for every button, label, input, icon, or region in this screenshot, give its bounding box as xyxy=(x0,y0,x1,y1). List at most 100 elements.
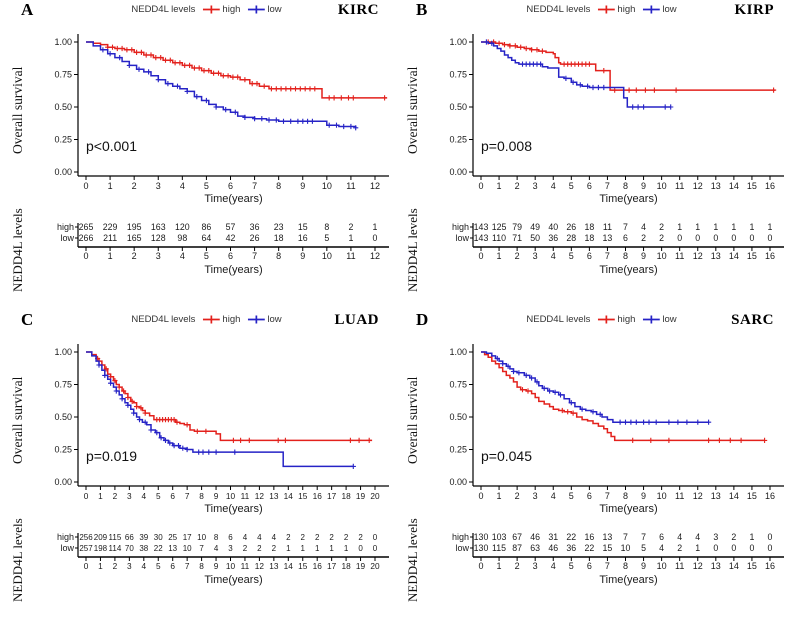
censor-mark-high xyxy=(201,68,207,74)
x-tick-label: 15 xyxy=(747,491,757,501)
censor-mark-high xyxy=(586,61,592,67)
x-tick-label: 2 xyxy=(113,491,118,501)
censor-mark-low xyxy=(242,114,248,120)
risk-count: 28 xyxy=(566,233,576,243)
risk-count: 1 xyxy=(768,222,773,232)
risk-count: 87 xyxy=(512,543,522,553)
risk-x-axis-title: Time(years) xyxy=(599,574,657,586)
risk-row-label-low: low xyxy=(455,233,469,243)
x-tick-label: 13 xyxy=(711,181,721,191)
x-tick-label: 7 xyxy=(605,491,610,501)
x-tick-label: 10 xyxy=(322,181,332,191)
censor-mark-low xyxy=(641,104,647,110)
survival-curve-high xyxy=(481,351,765,442)
risk-count: 229 xyxy=(103,222,118,232)
risk-x-tick-label: 13 xyxy=(711,561,721,571)
x-tick-label: 13 xyxy=(711,491,721,501)
risk-count: 2 xyxy=(348,222,353,232)
censor-mark-low xyxy=(206,449,212,455)
risk-row-label-high: high xyxy=(452,222,469,232)
risk-x-tick-label: 3 xyxy=(127,561,132,571)
risk-x-tick-label: 20 xyxy=(370,561,380,571)
censor-mark-low xyxy=(633,419,639,425)
censor-mark-low xyxy=(547,388,553,394)
censor-mark-high xyxy=(148,52,154,58)
risk-count: 4 xyxy=(641,222,646,232)
censor-mark-low xyxy=(579,406,585,412)
risk-count: 2 xyxy=(257,544,262,553)
risk-x-tick-label: 3 xyxy=(533,561,538,571)
risk-count: 115 xyxy=(109,533,122,542)
x-tick-label: 15 xyxy=(298,491,308,501)
censor-mark-high xyxy=(238,437,244,443)
y-tick-label: 0.25 xyxy=(449,135,467,145)
risk-count: 18 xyxy=(584,233,594,243)
censor-mark-low xyxy=(184,446,190,453)
risk-row-label-low: low xyxy=(60,233,74,243)
risk-x-tick-label: 2 xyxy=(113,561,118,571)
censor-mark-low xyxy=(646,419,652,425)
censor-mark-high xyxy=(172,60,178,66)
censor-mark-low xyxy=(494,355,500,362)
risk-count: 40 xyxy=(548,222,558,232)
censor-mark-low xyxy=(136,66,142,72)
risk-count: 114 xyxy=(109,544,122,553)
censor-mark-low xyxy=(309,118,315,124)
censor-mark-low xyxy=(119,396,125,402)
censor-mark-high xyxy=(162,57,169,63)
censor-mark-high xyxy=(565,409,571,415)
censor-mark-low xyxy=(117,55,123,61)
legend-label-high: high xyxy=(222,314,241,325)
x-tick-label: 12 xyxy=(255,491,265,501)
censor-mark-high xyxy=(242,77,248,83)
legend-title: NEDD4L levels xyxy=(131,4,196,15)
y-tick-label: 0.50 xyxy=(54,412,72,422)
censor-mark-low xyxy=(500,361,506,367)
risk-count: 120 xyxy=(175,222,190,232)
x-tick-label: 11 xyxy=(346,181,355,191)
censor-mark-low xyxy=(662,104,668,110)
risk-x-tick-label: 16 xyxy=(765,561,775,571)
risk-count: 2 xyxy=(344,533,349,542)
censor-mark-high xyxy=(496,40,502,46)
censor-mark-low xyxy=(102,372,108,378)
risk-x-tick-label: 6 xyxy=(228,251,233,261)
risk-x-tick-label: 14 xyxy=(729,251,739,261)
risk-x-tick-label: 7 xyxy=(605,251,610,261)
censor-mark-high xyxy=(331,95,337,101)
legend-item-high: high xyxy=(202,4,240,15)
y-tick-label: 0.50 xyxy=(449,102,467,112)
risk-count: 1 xyxy=(749,532,754,542)
risk-count: 66 xyxy=(125,533,134,542)
x-tick-label: 6 xyxy=(170,491,175,501)
censor-mark-low xyxy=(174,83,181,89)
x-tick-label: 6 xyxy=(587,181,592,191)
legend-item-low: low xyxy=(642,314,677,325)
censor-mark-high xyxy=(187,62,193,68)
censor-mark-high xyxy=(196,65,202,71)
risk-count: 4 xyxy=(677,532,682,542)
risk-x-tick-label: 8 xyxy=(276,251,281,261)
censor-mark-high xyxy=(254,81,260,87)
risk-x-tick-label: 9 xyxy=(641,251,646,261)
risk-x-tick-label: 4 xyxy=(551,251,556,261)
risk-count: 110 xyxy=(492,233,506,243)
km-plot: 1.000.750.500.250.000 1 2 3 4 5 6 7 8 9 10 11 12 13 14… xyxy=(449,34,784,276)
censor-mark-low xyxy=(131,410,137,416)
censor-mark-low xyxy=(96,362,102,368)
x-tick-label: 8 xyxy=(199,491,204,501)
risk-x-tick-label: 9 xyxy=(641,561,646,571)
x-tick-label: 14 xyxy=(729,181,739,191)
risk-x-tick-label: 9 xyxy=(300,251,305,261)
censor-mark-low xyxy=(706,419,712,425)
censor-mark-high xyxy=(356,437,362,443)
x-tick-label: 6 xyxy=(228,181,233,191)
risk-x-tick-label: 3 xyxy=(533,251,538,261)
risk-x-tick-label: 5 xyxy=(204,251,209,261)
censor-mark-low xyxy=(280,118,287,124)
censor-mark-high xyxy=(771,87,777,93)
x-tick-label: 16 xyxy=(765,491,775,501)
censor-mark-high xyxy=(673,87,679,93)
low-curve-legend-icon xyxy=(642,315,660,324)
